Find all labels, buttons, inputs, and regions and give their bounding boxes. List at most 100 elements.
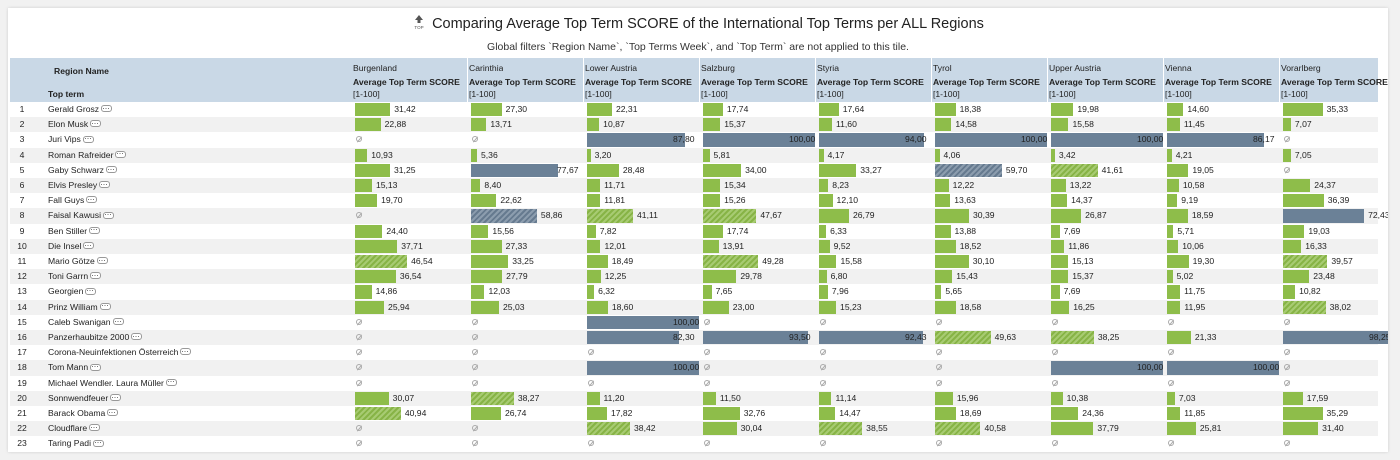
score-bar[interactable]	[471, 209, 537, 223]
table-row[interactable]: 7 Fall Guys 19,70 22,62 11,81 15,26 12,10 13,63…	[10, 193, 1378, 208]
region-header-tyrol[interactable]: Tyrol	[933, 63, 952, 73]
score-bar[interactable]	[471, 285, 485, 299]
score-bar[interactable]	[819, 331, 923, 345]
score-bar[interactable]	[935, 331, 991, 345]
score-bar[interactable]	[587, 361, 699, 375]
score-bar[interactable]	[703, 255, 759, 269]
score-bar[interactable]	[935, 239, 956, 253]
score-bar[interactable]	[703, 118, 721, 132]
score-bar[interactable]	[587, 118, 600, 132]
top-term-cell[interactable]: Georgien	[48, 284, 97, 299]
measure-header[interactable]: Average Top Term SCORE	[585, 77, 692, 87]
score-bar[interactable]	[1283, 179, 1311, 193]
table-row[interactable]: 11 Mario Götze 46,54 33,25 18,49 49,28 15,58 30…	[10, 254, 1378, 269]
score-bar[interactable]	[819, 133, 925, 147]
table-row[interactable]: 10 Die Insel 37,71 27,33 12,01 13,91 9,52 18,52…	[10, 238, 1378, 254]
top-term-cell[interactable]: Faisal Kawusi	[48, 208, 115, 223]
score-bar[interactable]	[1283, 285, 1296, 299]
score-bar[interactable]	[1051, 224, 1060, 238]
more-options-icon[interactable]	[82, 135, 94, 143]
score-bar[interactable]	[355, 270, 396, 284]
score-bar[interactable]	[471, 255, 509, 269]
score-bar[interactable]	[1167, 148, 1172, 162]
measure-header[interactable]: Average Top Term SCORE	[469, 77, 576, 87]
score-bar[interactable]	[1051, 148, 1055, 162]
score-bar[interactable]	[1283, 209, 1365, 223]
table-row[interactable]: 19 Michael Wendler. Laura Müller	[10, 376, 1378, 391]
score-bar[interactable]	[587, 285, 595, 299]
score-bar[interactable]	[1167, 239, 1179, 253]
table-row[interactable]: 9 Ben Stiller 24,40 15,56 7,82 17,74 6,33 13,88…	[10, 224, 1378, 239]
table-row[interactable]: 18 Tom Mann 100,00 100,00 100,00	[10, 360, 1378, 376]
score-bar[interactable]	[703, 422, 737, 436]
score-bar[interactable]	[703, 103, 723, 117]
score-bar[interactable]	[471, 103, 502, 117]
score-bar[interactable]	[587, 179, 601, 193]
score-bar[interactable]	[935, 224, 951, 238]
more-options-icon[interactable]	[115, 150, 127, 158]
table-row[interactable]: 20 Sonnwendfeuer 30,07 38,27 11,20 11,50 11,14…	[10, 390, 1378, 406]
score-bar[interactable]	[471, 300, 500, 314]
score-bar[interactable]	[1283, 239, 1302, 253]
table-row[interactable]: 23 Taring Padi	[10, 436, 1378, 451]
score-bar[interactable]	[587, 331, 680, 345]
top-term-cell[interactable]: Ben Stiller	[48, 224, 101, 239]
score-bar[interactable]	[1283, 300, 1326, 314]
score-bar[interactable]	[1167, 133, 1264, 147]
score-bar[interactable]	[703, 300, 729, 314]
score-bar[interactable]	[1167, 224, 1174, 238]
table-row[interactable]: 22 Cloudflare 38,42 30,04 38,55 40,58 37,79 25,…	[10, 421, 1378, 437]
score-bar[interactable]	[355, 285, 372, 299]
score-bar[interactable]	[587, 148, 591, 162]
score-bar[interactable]	[935, 285, 942, 299]
score-bar[interactable]	[471, 224, 489, 238]
score-bar[interactable]	[819, 270, 827, 284]
more-options-icon[interactable]	[99, 302, 111, 310]
top-term-cell[interactable]: Prinz William	[48, 300, 111, 315]
score-bar[interactable]	[819, 194, 833, 208]
top-term-cell[interactable]: Corona-Neuinfektionen Österreich	[48, 345, 192, 360]
score-bar[interactable]	[355, 179, 372, 193]
region-header-vorarlberg[interactable]: Vorarlberg	[1281, 63, 1321, 73]
more-options-icon[interactable]	[93, 439, 104, 447]
score-bar[interactable]	[1167, 300, 1181, 314]
top-term-cell[interactable]: Caleb Swanigan	[48, 315, 124, 330]
score-bar[interactable]	[703, 194, 721, 208]
region-header-vienna[interactable]: Vienna	[1165, 63, 1192, 73]
table-row[interactable]: 5 Gaby Schwarz 31,25 77,67 28,48 34,00 33,27 59…	[10, 163, 1378, 178]
more-options-icon[interactable]	[99, 181, 111, 189]
score-bar[interactable]	[587, 315, 699, 329]
top-term-cell[interactable]: Fall Guys	[48, 193, 98, 208]
score-bar[interactable]	[471, 148, 477, 162]
more-options-icon[interactable]	[101, 105, 113, 113]
top-term-cell[interactable]: Panzerhaubitze 2000	[48, 330, 143, 345]
score-bar[interactable]	[819, 300, 837, 314]
score-bar[interactable]	[1167, 103, 1184, 117]
score-bar[interactable]	[471, 391, 514, 405]
top-term-cell[interactable]: Cloudflare	[48, 421, 101, 436]
score-bar[interactable]	[1051, 209, 1082, 223]
score-bar[interactable]	[587, 300, 608, 314]
score-bar[interactable]	[1167, 407, 1181, 421]
table-row[interactable]: 2 Elon Musk 22,88 13,71 10,87 15,37 11,60 14,58…	[10, 117, 1378, 133]
region-header-lower-austria[interactable]: Lower Austria	[585, 63, 638, 73]
score-bar[interactable]	[355, 163, 390, 177]
top-term-cell[interactable]: Elvis Presley	[48, 178, 111, 193]
score-bar[interactable]	[1167, 285, 1181, 299]
score-bar[interactable]	[355, 103, 391, 117]
score-bar[interactable]	[1167, 331, 1191, 345]
score-bar[interactable]	[1051, 422, 1094, 436]
score-bar[interactable]	[935, 194, 951, 208]
score-bar[interactable]	[355, 407, 401, 421]
score-bar[interactable]	[587, 270, 601, 284]
score-bar[interactable]	[355, 148, 368, 162]
score-bar[interactable]	[355, 391, 389, 405]
score-bar[interactable]	[935, 300, 956, 314]
score-bar[interactable]	[1051, 194, 1068, 208]
score-bar[interactable]	[935, 103, 956, 117]
score-bar[interactable]	[819, 422, 863, 436]
top-term-cell[interactable]: Elon Musk	[48, 117, 102, 132]
score-bar[interactable]	[355, 118, 381, 132]
score-bar[interactable]	[703, 209, 757, 223]
score-bar[interactable]	[1283, 194, 1324, 208]
